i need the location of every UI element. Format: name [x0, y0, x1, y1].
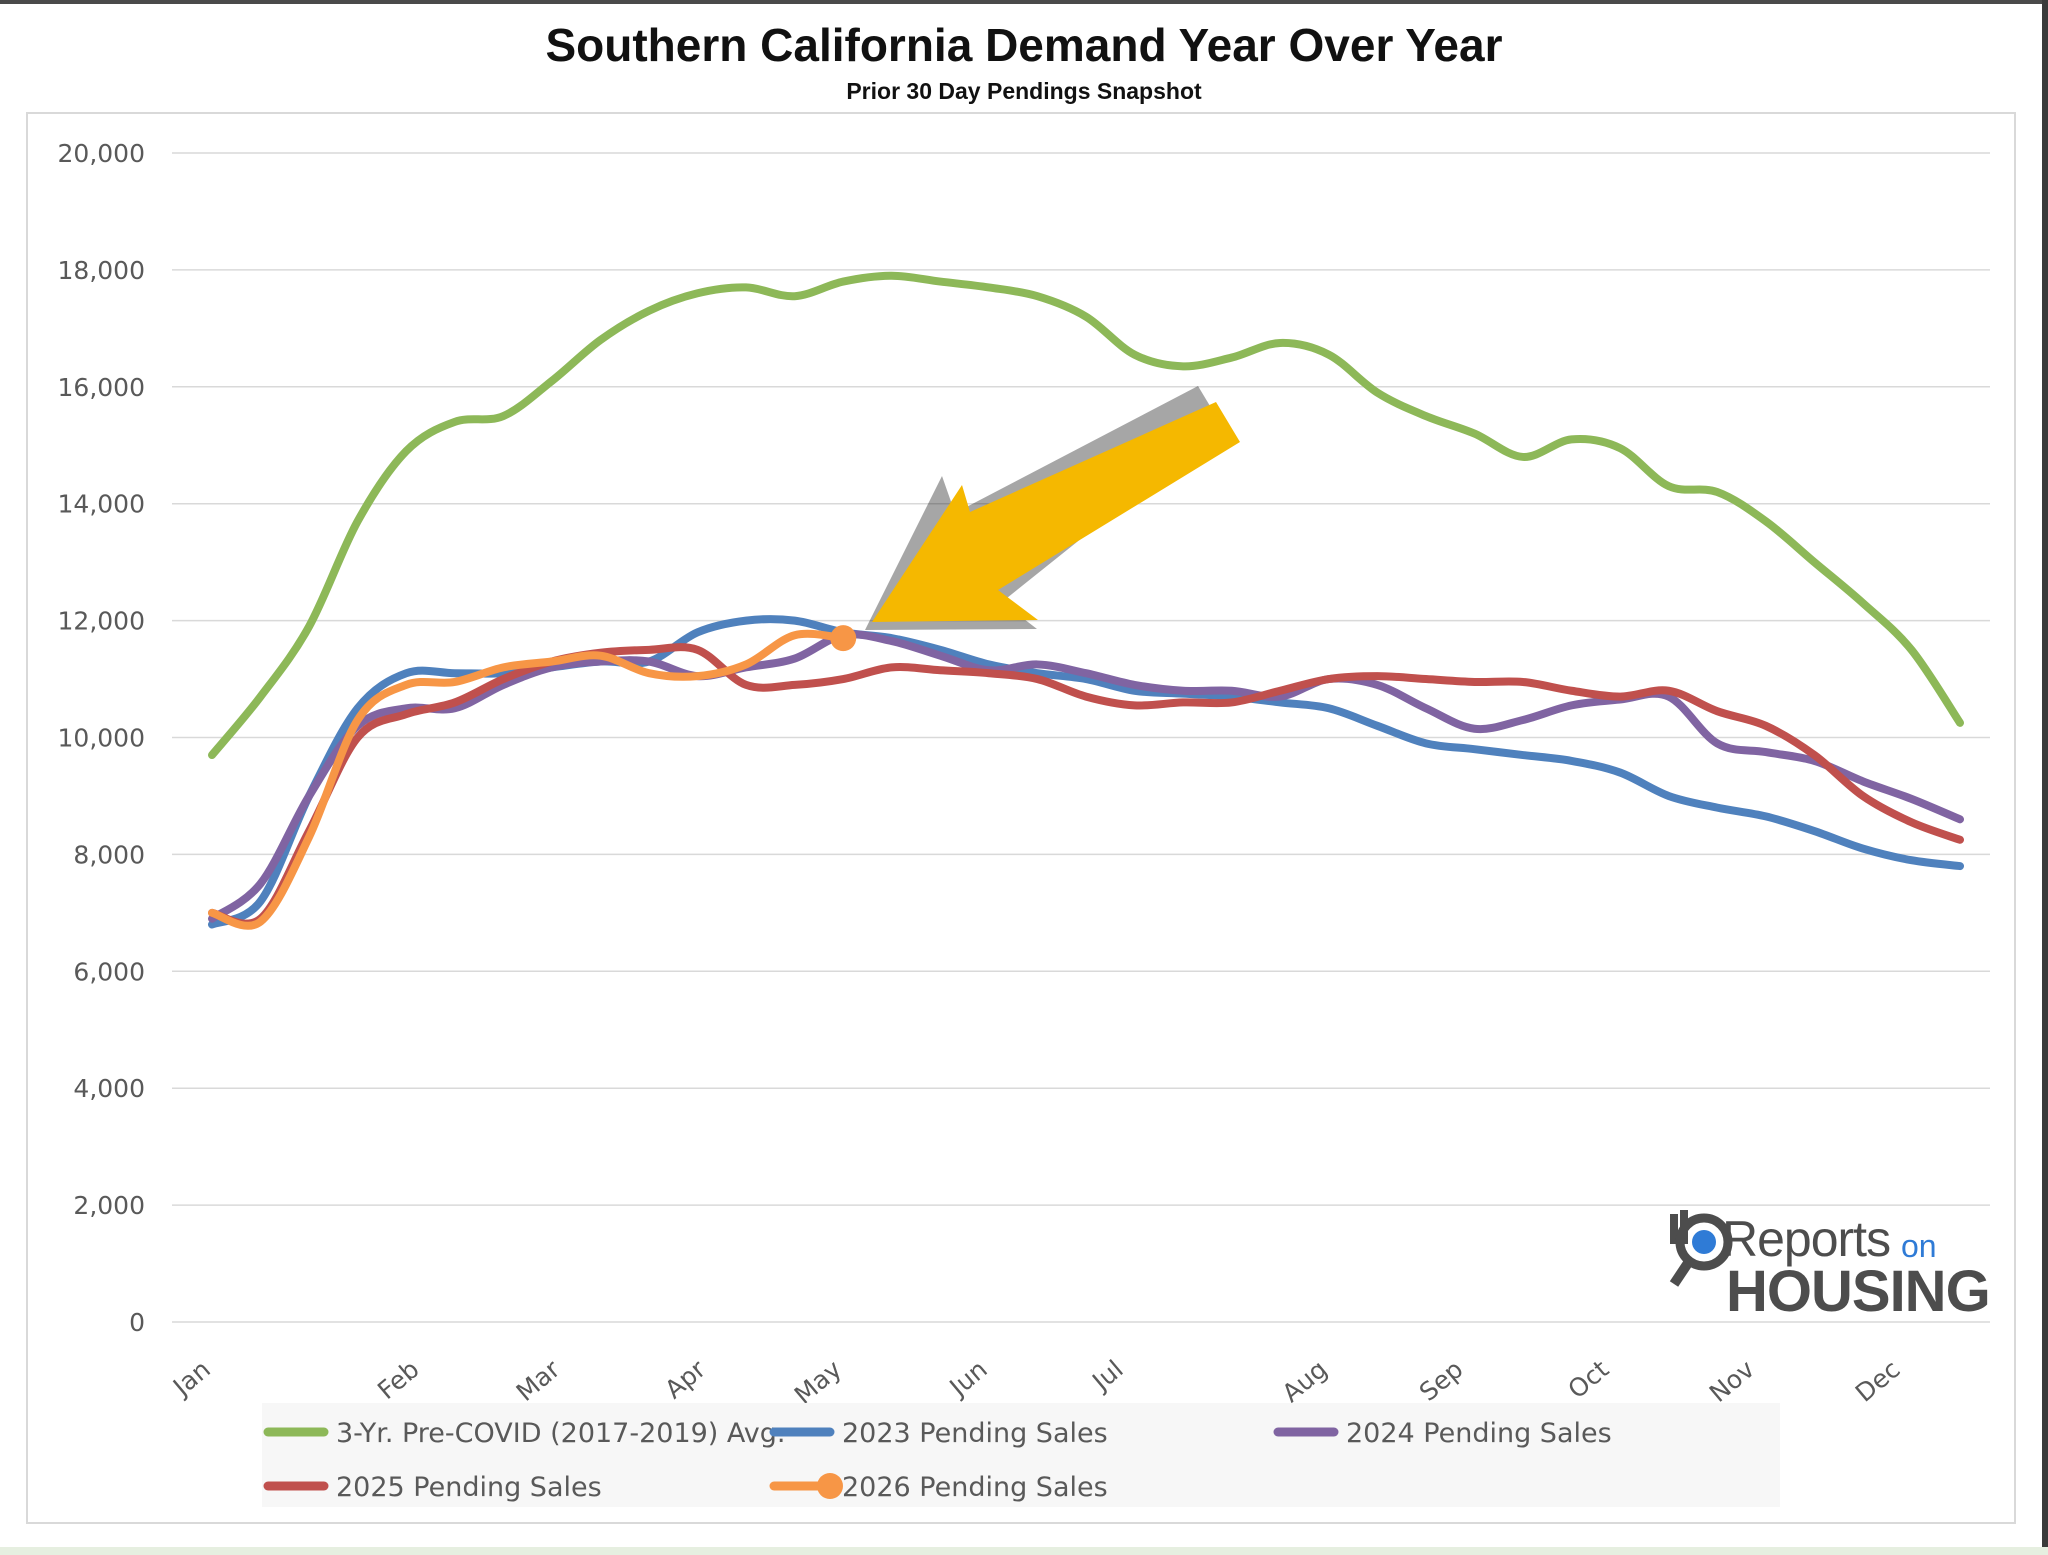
series-line — [208, 271, 1964, 760]
x-tick-label: Oct — [1562, 1354, 1614, 1404]
window-right-border — [2042, 0, 2048, 1555]
reports-on-housing-logo: Reports on HOUSING — [1666, 1208, 1996, 1324]
x-tick-label: Mar — [511, 1354, 566, 1407]
legend-label: 2026 Pending Sales — [842, 1472, 1108, 1503]
series-line — [208, 615, 1964, 929]
logo-text-housing: HOUSING — [1726, 1259, 1991, 1324]
x-tick-label: Sep — [1414, 1354, 1469, 1407]
series-lines — [208, 271, 1964, 930]
series-line — [208, 643, 1964, 928]
x-tick-label: Jun — [943, 1354, 993, 1403]
y-tick-label: 14,000 — [58, 490, 145, 519]
logo-text-reports: Reports — [1722, 1211, 1891, 1267]
y-tick-label: 18,000 — [58, 256, 145, 285]
x-tick-label: Jan — [166, 1354, 216, 1402]
legend: 3-Yr. Pre-COVID (2017-2019) Avg. 2023 Pen… — [262, 1403, 1780, 1507]
window-top-border — [0, 0, 2048, 4]
logo-text-on: on — [1901, 1228, 1937, 1264]
series-line — [208, 630, 1964, 923]
legend-label: 3-Yr. Pre-COVID (2017-2019) Avg. — [336, 1418, 786, 1449]
legend-label: 2023 Pending Sales — [842, 1418, 1108, 1449]
y-tick-label: 8,000 — [73, 840, 145, 869]
x-tick-label: Dec — [1850, 1354, 1906, 1407]
chart-title: Southern California Demand Year Over Yea… — [545, 19, 1503, 71]
y-tick-label: 10,000 — [58, 724, 145, 753]
x-tick-label: Apr — [659, 1354, 711, 1404]
y-tick-label: 6,000 — [73, 957, 145, 986]
y-tick-label: 20,000 — [58, 139, 145, 168]
legend-label: 2025 Pending Sales — [336, 1472, 602, 1503]
x-tick-label: Aug — [1277, 1354, 1333, 1408]
x-tick-label: Nov — [1704, 1354, 1760, 1408]
arrow-icon — [872, 402, 1240, 622]
chart-subtitle: Prior 30 Day Pendings Snapshot — [846, 78, 1202, 104]
y-tick-label: 2,000 — [73, 1191, 145, 1220]
y-axis-ticks: 0 2,000 4,000 6,000 8,000 10,000 12,000 14,000 1… — [58, 139, 145, 1337]
magnifier-logo-icon — [1669, 1210, 1733, 1287]
legend-label: 2024 Pending Sales — [1346, 1418, 1612, 1449]
y-tick-label: 4,000 — [73, 1074, 145, 1103]
x-axis-ticks: Jan Feb Mar Apr May Jun Jul Aug Sep Oct Nov Dec — [166, 1354, 1905, 1410]
highlight-arrow — [865, 386, 1240, 630]
y-tick-label: 0 — [129, 1308, 145, 1337]
y-tick-label: 12,000 — [58, 607, 145, 636]
y-tick-label: 16,000 — [58, 373, 145, 402]
legend-background — [262, 1403, 1780, 1507]
series-line — [208, 629, 848, 930]
gridlines — [172, 152, 1990, 1323]
window-bottom-border — [0, 1547, 2048, 1555]
x-tick-label: May — [789, 1354, 847, 1410]
x-tick-label: Feb — [372, 1354, 425, 1405]
x-tick-label: Jul — [1085, 1354, 1128, 1397]
legend-marker — [817, 1473, 843, 1499]
plot-area-border — [26, 112, 2016, 1524]
series-end-marker — [830, 625, 857, 652]
